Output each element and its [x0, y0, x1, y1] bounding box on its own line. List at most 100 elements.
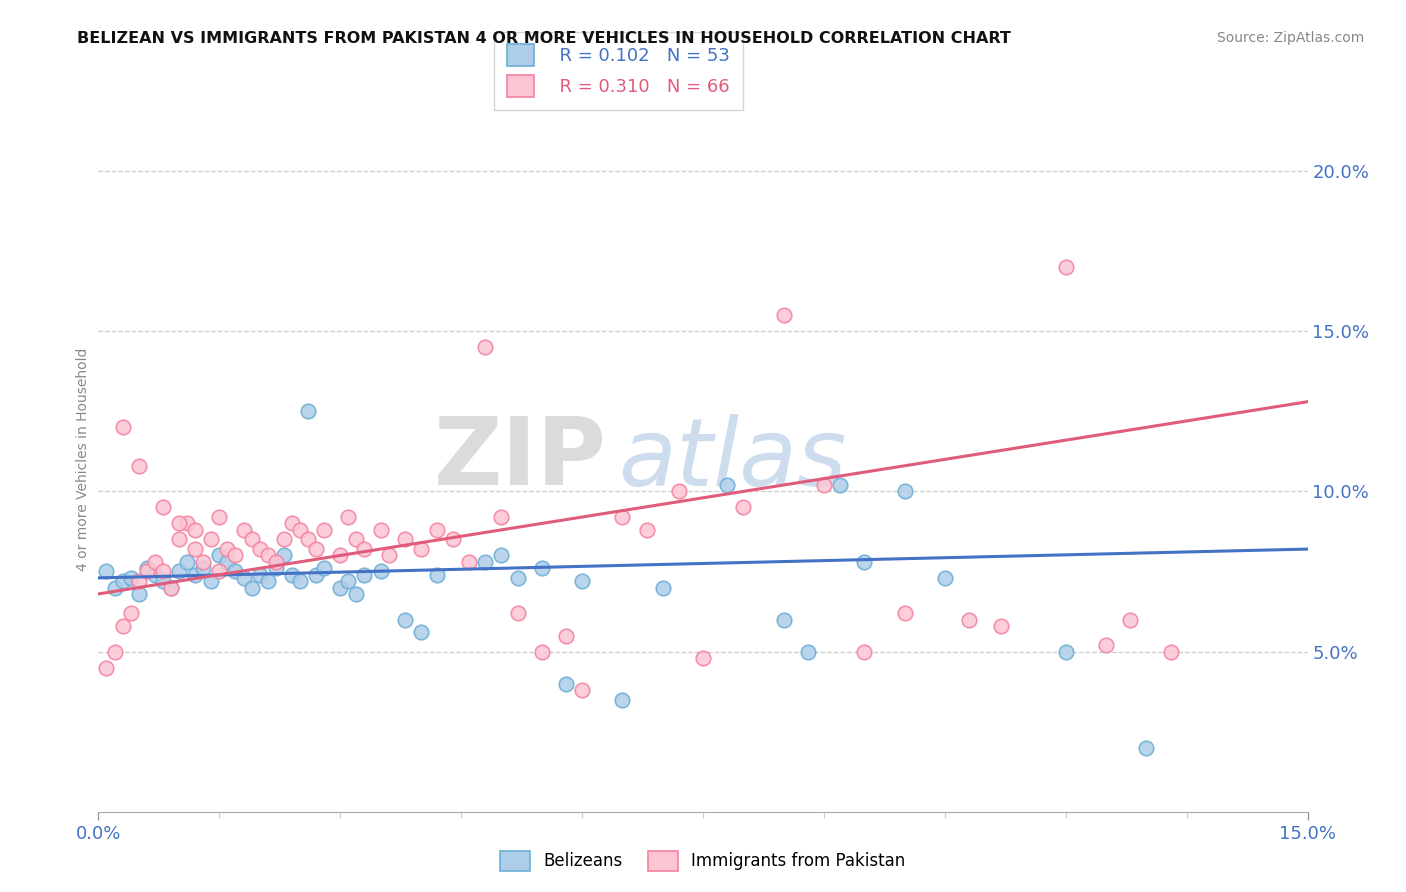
Point — [167, 565, 190, 579]
Point — [200, 533, 222, 547]
Point — [184, 523, 207, 537]
Point — [530, 561, 553, 575]
Point — [305, 542, 328, 557]
Point — [176, 516, 198, 531]
Point — [957, 613, 980, 627]
Point — [273, 533, 295, 547]
Point — [217, 542, 239, 557]
Point — [651, 581, 673, 595]
Point — [1095, 638, 1118, 652]
Point — [934, 571, 956, 585]
Point — [353, 567, 375, 582]
Point — [716, 478, 738, 492]
Point — [491, 510, 513, 524]
Point — [1119, 613, 1142, 627]
Point — [636, 523, 658, 537]
Point — [167, 516, 190, 531]
Point — [409, 625, 432, 640]
Point — [288, 574, 311, 588]
Point — [176, 555, 198, 569]
Text: Source: ZipAtlas.com: Source: ZipAtlas.com — [1216, 31, 1364, 45]
Point — [491, 549, 513, 563]
Point — [128, 458, 150, 473]
Point — [474, 340, 496, 354]
Point — [103, 644, 125, 658]
Point — [853, 555, 876, 569]
Point — [692, 651, 714, 665]
Point — [128, 574, 150, 588]
Point — [128, 587, 150, 601]
Point — [668, 484, 690, 499]
Point — [1054, 644, 1077, 658]
Point — [555, 676, 578, 690]
Point — [314, 523, 336, 537]
Point — [232, 523, 254, 537]
Point — [612, 692, 634, 706]
Point — [193, 555, 215, 569]
Point — [394, 533, 416, 547]
Point — [111, 574, 134, 588]
Point — [96, 565, 118, 579]
Point — [990, 619, 1012, 633]
Point — [167, 533, 190, 547]
Point — [224, 565, 246, 579]
Point — [297, 533, 319, 547]
Point — [143, 567, 166, 582]
Point — [893, 484, 915, 499]
Point — [571, 574, 593, 588]
Point — [160, 581, 183, 595]
Point — [1160, 644, 1182, 658]
Point — [506, 606, 529, 620]
Point — [394, 613, 416, 627]
Point — [813, 478, 835, 492]
Point — [224, 549, 246, 563]
Point — [377, 549, 399, 563]
Point — [184, 542, 207, 557]
Point — [208, 549, 231, 563]
Point — [772, 613, 794, 627]
Point — [344, 587, 367, 601]
Point — [208, 510, 231, 524]
Point — [264, 555, 287, 569]
Point — [193, 561, 215, 575]
Point — [208, 565, 231, 579]
Point — [337, 574, 360, 588]
Point — [426, 523, 449, 537]
Point — [893, 606, 915, 620]
Point — [426, 567, 449, 582]
Point — [1054, 260, 1077, 275]
Point — [1135, 740, 1157, 755]
Point — [143, 555, 166, 569]
Point — [256, 549, 278, 563]
Point — [733, 500, 755, 515]
Point — [370, 565, 392, 579]
Point — [555, 628, 578, 642]
Point — [458, 555, 481, 569]
Point — [329, 581, 352, 595]
Y-axis label: 4 or more Vehicles in Household: 4 or more Vehicles in Household — [76, 348, 90, 571]
Point — [441, 533, 464, 547]
Point — [612, 510, 634, 524]
Point — [111, 619, 134, 633]
Text: BELIZEAN VS IMMIGRANTS FROM PAKISTAN 4 OR MORE VEHICLES IN HOUSEHOLD CORRELATION: BELIZEAN VS IMMIGRANTS FROM PAKISTAN 4 O… — [77, 31, 1011, 46]
Point — [232, 571, 254, 585]
Point — [853, 644, 876, 658]
Text: ZIP: ZIP — [433, 413, 606, 506]
Point — [152, 574, 174, 588]
Point — [135, 565, 157, 579]
Point — [273, 549, 295, 563]
Point — [240, 581, 263, 595]
Point — [256, 574, 278, 588]
Point — [305, 567, 328, 582]
Point — [217, 555, 239, 569]
Point — [314, 561, 336, 575]
Point — [240, 533, 263, 547]
Point — [160, 581, 183, 595]
Point — [530, 644, 553, 658]
Point — [249, 542, 271, 557]
Point — [353, 542, 375, 557]
Point — [474, 555, 496, 569]
Point — [571, 683, 593, 698]
Point — [249, 567, 271, 582]
Point — [264, 561, 287, 575]
